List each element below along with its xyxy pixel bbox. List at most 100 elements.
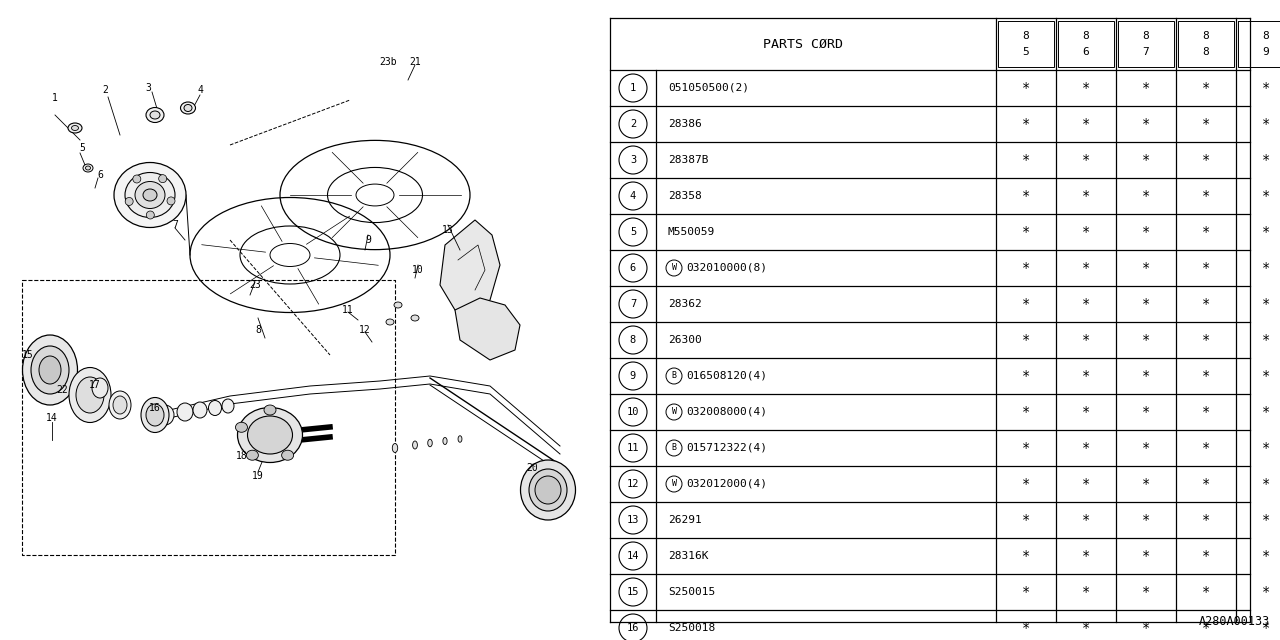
Circle shape [146, 211, 155, 219]
Text: *: * [1082, 549, 1091, 563]
Text: 032010000(8): 032010000(8) [686, 263, 767, 273]
Ellipse shape [69, 367, 111, 422]
Text: W: W [672, 408, 677, 417]
Text: *: * [1082, 225, 1091, 239]
Text: *: * [1021, 297, 1030, 311]
Text: *: * [1021, 81, 1030, 95]
Text: *: * [1262, 369, 1270, 383]
Text: 4: 4 [197, 85, 204, 95]
Text: *: * [1262, 513, 1270, 527]
Text: W: W [672, 264, 677, 273]
Polygon shape [440, 220, 500, 315]
Text: *: * [1262, 621, 1270, 635]
Text: *: * [1021, 405, 1030, 419]
Text: *: * [1262, 225, 1270, 239]
Text: *: * [1202, 189, 1210, 203]
Ellipse shape [141, 397, 169, 433]
Text: 015712322(4): 015712322(4) [686, 443, 767, 453]
Text: 23: 23 [250, 280, 261, 290]
Text: 8: 8 [1262, 31, 1270, 41]
Text: *: * [1142, 333, 1151, 347]
Text: 10: 10 [627, 407, 639, 417]
Ellipse shape [521, 460, 576, 520]
Text: A280A00133: A280A00133 [1199, 615, 1270, 628]
Ellipse shape [109, 391, 131, 419]
Ellipse shape [387, 319, 394, 325]
Text: *: * [1082, 81, 1091, 95]
Text: B: B [672, 371, 677, 381]
Text: *: * [1142, 369, 1151, 383]
Text: S250018: S250018 [668, 623, 716, 633]
Ellipse shape [193, 402, 207, 418]
Text: *: * [1082, 621, 1091, 635]
Text: 28386: 28386 [668, 119, 701, 129]
Ellipse shape [68, 123, 82, 133]
Ellipse shape [72, 125, 78, 131]
Ellipse shape [113, 396, 127, 414]
Text: *: * [1142, 441, 1151, 455]
Text: 8: 8 [1023, 31, 1029, 41]
Text: 12: 12 [627, 479, 639, 489]
Text: *: * [1202, 333, 1210, 347]
Text: *: * [1021, 513, 1030, 527]
Text: 10: 10 [412, 265, 424, 275]
Circle shape [159, 175, 166, 182]
Text: *: * [1082, 261, 1091, 275]
Ellipse shape [38, 356, 61, 384]
Text: *: * [1262, 441, 1270, 455]
Text: W: W [672, 479, 677, 488]
Text: 9: 9 [630, 371, 636, 381]
Text: 20: 20 [526, 463, 538, 473]
Text: *: * [1262, 585, 1270, 599]
Text: *: * [1021, 549, 1030, 563]
Text: 28358: 28358 [668, 191, 701, 201]
Circle shape [133, 175, 141, 183]
Text: 8: 8 [1143, 31, 1149, 41]
Bar [1238, 21, 1280, 67]
Text: *: * [1021, 225, 1030, 239]
Text: *: * [1202, 261, 1210, 275]
Bar [998, 21, 1053, 67]
Text: *: * [1021, 369, 1030, 383]
Text: *: * [1202, 405, 1210, 419]
Ellipse shape [31, 346, 69, 394]
Text: *: * [1262, 189, 1270, 203]
Text: *: * [1262, 549, 1270, 563]
Ellipse shape [221, 399, 234, 413]
Text: *: * [1142, 189, 1151, 203]
Text: 14: 14 [46, 413, 58, 423]
Text: *: * [1142, 549, 1151, 563]
Text: *: * [1021, 441, 1030, 455]
Circle shape [125, 198, 133, 205]
Text: *: * [1021, 585, 1030, 599]
Text: *: * [1202, 441, 1210, 455]
Ellipse shape [76, 377, 104, 413]
Text: *: * [1082, 441, 1091, 455]
Text: *: * [1202, 549, 1210, 563]
Text: *: * [1082, 585, 1091, 599]
Text: 7: 7 [172, 220, 178, 230]
Text: *: * [1202, 513, 1210, 527]
Text: 26291: 26291 [668, 515, 701, 525]
Text: *: * [1262, 333, 1270, 347]
Text: *: * [1082, 153, 1091, 167]
Text: *: * [1262, 477, 1270, 491]
Text: 6: 6 [1083, 47, 1089, 57]
Bar [1178, 21, 1234, 67]
Ellipse shape [209, 401, 221, 415]
Ellipse shape [83, 164, 93, 172]
Text: *: * [1202, 117, 1210, 131]
Ellipse shape [264, 405, 276, 415]
Text: *: * [1202, 621, 1210, 635]
Text: *: * [1202, 369, 1210, 383]
Text: 13: 13 [627, 515, 639, 525]
Circle shape [166, 197, 175, 205]
Text: 15: 15 [627, 587, 639, 597]
Text: *: * [1082, 297, 1091, 311]
Text: 16: 16 [627, 623, 639, 633]
Text: 3: 3 [630, 155, 636, 165]
Text: *: * [1262, 405, 1270, 419]
Text: *: * [1262, 153, 1270, 167]
Text: 15: 15 [22, 350, 33, 360]
Text: *: * [1082, 369, 1091, 383]
